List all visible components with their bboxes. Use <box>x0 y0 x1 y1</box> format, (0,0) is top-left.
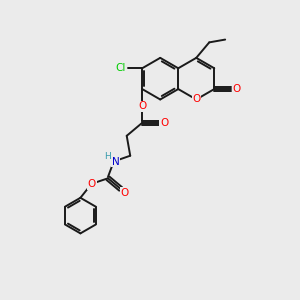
Text: Cl: Cl <box>115 63 126 73</box>
Text: O: O <box>120 188 129 198</box>
Text: O: O <box>88 179 96 189</box>
Text: O: O <box>138 101 146 111</box>
Text: O: O <box>192 94 200 104</box>
Text: N: N <box>112 157 119 166</box>
Text: O: O <box>160 118 168 128</box>
Text: O: O <box>233 84 241 94</box>
Text: H: H <box>104 152 111 161</box>
